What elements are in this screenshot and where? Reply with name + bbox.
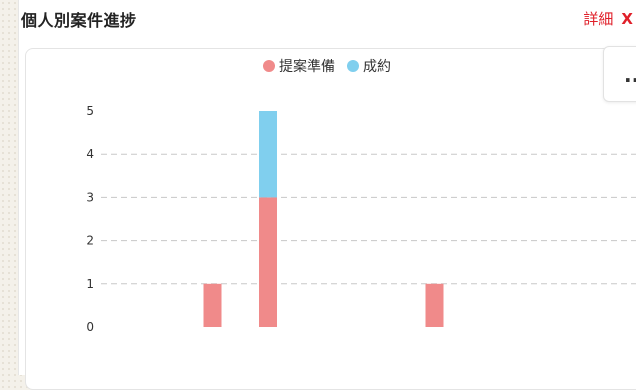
close-icon[interactable]: X bbox=[621, 10, 633, 28]
detail-link[interactable]: 詳細 X bbox=[583, 8, 633, 29]
stacked-bar-chart: 0 1 2 3 4 5 提案準備 成約 bbox=[86, 58, 636, 334]
y-tick-label: 1 bbox=[86, 277, 94, 291]
detail-label[interactable]: 詳細 bbox=[583, 10, 614, 28]
y-tick-label: 5 bbox=[86, 104, 94, 118]
bar-proposal-prep bbox=[259, 197, 277, 327]
y-tick-label: 3 bbox=[86, 190, 94, 204]
y-tick-label: 0 bbox=[86, 320, 94, 334]
bar-proposal-prep bbox=[203, 283, 222, 327]
more-options-button[interactable]: ... bbox=[603, 46, 636, 102]
y-tick-label: 4 bbox=[86, 147, 94, 161]
legend-marker bbox=[263, 60, 275, 72]
legend-marker bbox=[347, 60, 359, 72]
bar-proposal-prep bbox=[425, 283, 444, 327]
progress-panel: 個人別案件進捗 詳細 X 0 1 2 3 4 5 提案準備 成約 ... bbox=[18, 0, 636, 390]
bar-closed bbox=[259, 111, 277, 198]
y-tick-label: 2 bbox=[86, 234, 94, 248]
legend-label: 成約 bbox=[363, 59, 391, 75]
panel-header: 個人別案件進捗 詳細 X bbox=[19, 0, 636, 42]
panel-title: 個人別案件進捗 bbox=[21, 11, 137, 30]
chart-card: 0 1 2 3 4 5 提案準備 成約 bbox=[25, 48, 636, 390]
legend-label: 提案準備 bbox=[279, 58, 335, 75]
